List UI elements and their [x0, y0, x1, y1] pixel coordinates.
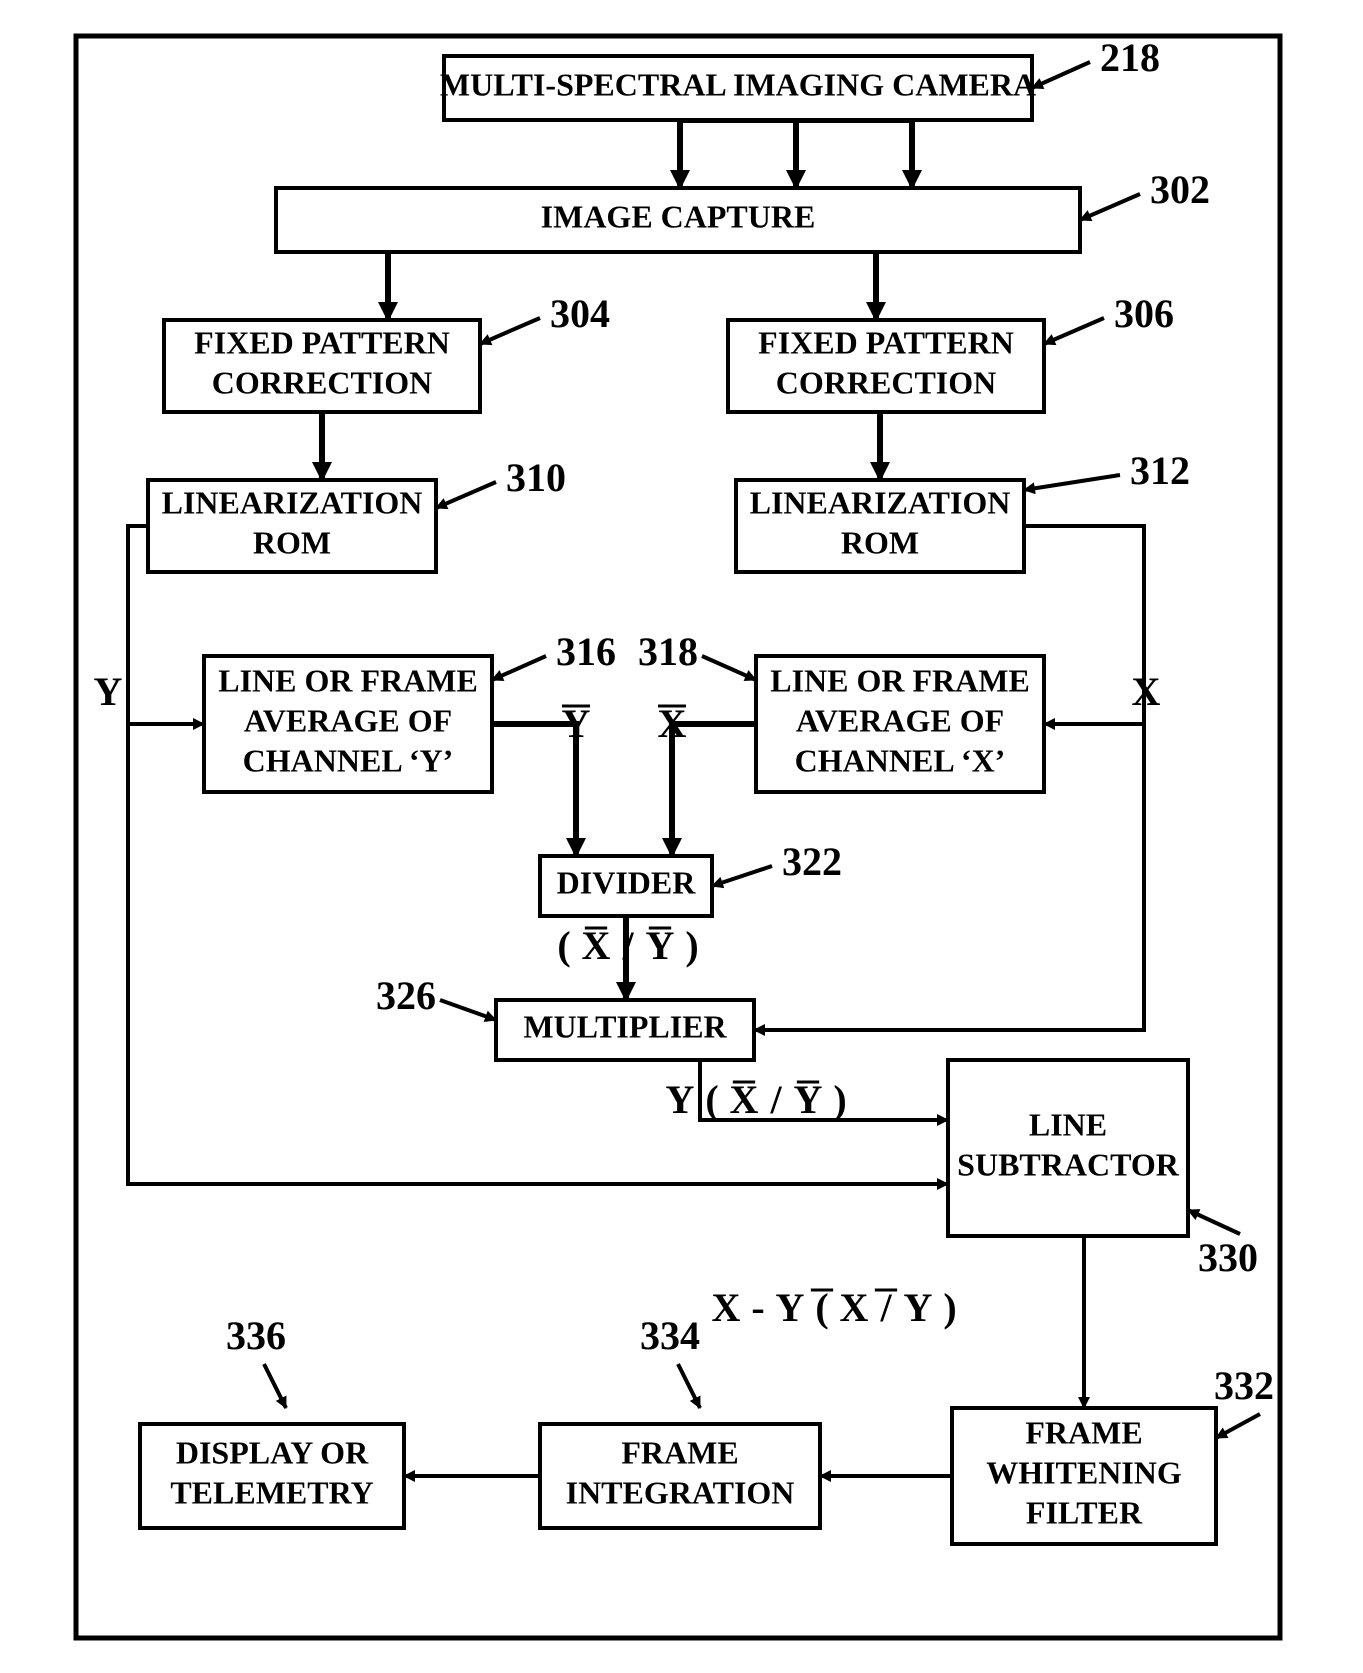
callout-num: 318 [638, 629, 698, 674]
node-label: AVERAGE OF [244, 702, 452, 738]
node-avg_x: LINE OR FRAME AVERAGE OF CHANNEL ‘X’ [756, 656, 1044, 792]
node-label: SUBTRACTOR [957, 1146, 1180, 1182]
callout-num: 326 [376, 973, 436, 1018]
varlabel-Xbar: X [658, 701, 687, 746]
outer-border [76, 36, 1280, 1638]
svg-text:(: ( [705, 1077, 718, 1122]
node-camera: MULTI-SPECTRAL IMAGING CAMERA [440, 56, 1036, 120]
callout-num: 316 [556, 629, 616, 674]
callout-num: 330 [1198, 1235, 1258, 1280]
node-label: MULTIPLIER [523, 1008, 727, 1044]
svg-text:X: X [840, 1285, 869, 1330]
node-label: ROM [253, 524, 331, 560]
node-label: ROM [841, 524, 919, 560]
svg-text:Y: Y [94, 669, 123, 714]
node-label: AVERAGE OF [796, 702, 1004, 738]
node-div: DIVIDER [540, 856, 712, 916]
callout-num: 336 [226, 1313, 286, 1358]
svg-text:X: X [730, 1077, 759, 1122]
node-label: WHITENING [986, 1454, 1182, 1490]
svg-text:Y: Y [562, 701, 591, 746]
node-label: TELEMETRY [170, 1474, 373, 1510]
svg-text:): ) [833, 1077, 846, 1122]
svg-text:X: X [712, 1285, 741, 1330]
svg-text:(: ( [557, 923, 570, 968]
node-capture: IMAGE CAPTURE [276, 188, 1080, 252]
svg-text:Y: Y [904, 1285, 933, 1330]
svg-text:/: / [879, 1285, 892, 1330]
node-label: DISPLAY OR [176, 1434, 369, 1470]
svg-text:/: / [621, 923, 634, 968]
node-fpc_r: FIXED PATTERN CORRECTION [728, 320, 1044, 412]
callout-num: 302 [1150, 167, 1210, 212]
node-label: FRAME [621, 1434, 738, 1470]
callout-num: 310 [506, 455, 566, 500]
svg-text:Y: Y [666, 1077, 695, 1122]
svg-text:X: X [658, 701, 687, 746]
callout-num: 334 [640, 1313, 700, 1358]
svg-text:(: ( [815, 1285, 828, 1330]
node-label: DIVIDER [557, 864, 697, 900]
node-fint: FRAME INTEGRATION [540, 1424, 820, 1528]
node-disp: DISPLAY OR TELEMETRY [140, 1424, 404, 1528]
svg-text:X: X [582, 923, 611, 968]
node-label: INTEGRATION [566, 1474, 795, 1510]
callout-num: 218 [1100, 35, 1160, 80]
callout-num: 304 [550, 291, 610, 336]
varlabel-X: X [1132, 669, 1161, 714]
node-mul: MULTIPLIER [496, 1000, 754, 1060]
svg-text:/: / [769, 1077, 782, 1122]
svg-text:Y: Y [794, 1077, 823, 1122]
node-label: FIXED PATTERN [194, 324, 450, 360]
node-label: LINE OR FRAME [218, 662, 478, 698]
node-label: CHANNEL ‘X’ [795, 742, 1006, 778]
node-label: LINEARIZATION [750, 484, 1011, 520]
node-fpc_l: FIXED PATTERN CORRECTION [164, 320, 480, 412]
svg-text:Y: Y [646, 923, 675, 968]
node-avg_y: LINE OR FRAME AVERAGE OF CHANNEL ‘Y’ [204, 656, 492, 792]
node-label: LINEARIZATION [162, 484, 423, 520]
node-label: FILTER [1026, 1494, 1143, 1530]
callout-num: 332 [1214, 1363, 1274, 1408]
svg-text:): ) [685, 923, 698, 968]
callout-num: 312 [1130, 448, 1190, 493]
node-lin_r: LINEARIZATION ROM [736, 480, 1024, 572]
node-label: FRAME [1025, 1414, 1142, 1450]
node-label: MULTI-SPECTRAL IMAGING CAMERA [440, 66, 1036, 102]
svg-text:): ) [943, 1285, 956, 1330]
node-lin_l: LINEARIZATION ROM [148, 480, 436, 572]
node-sub: LINE SUBTRACTOR [948, 1060, 1188, 1236]
node-fwf: FRAME WHITENING FILTER [952, 1408, 1216, 1544]
node-label: CHANNEL ‘Y’ [243, 742, 454, 778]
node-label: CORRECTION [776, 364, 996, 400]
svg-text:X: X [1132, 669, 1161, 714]
varlabel-Ybar: Y [562, 701, 591, 746]
node-label: FIXED PATTERN [758, 324, 1014, 360]
svg-text:-: - [751, 1285, 764, 1330]
node-label: LINE [1029, 1106, 1107, 1142]
varlabel-Y: Y [94, 669, 123, 714]
svg-text:Y: Y [776, 1285, 805, 1330]
callout-num: 306 [1114, 291, 1174, 336]
varlabel-YXoverY: Y(X/Y) [666, 1077, 847, 1122]
node-label: CORRECTION [212, 364, 432, 400]
callout-num: 322 [782, 839, 842, 884]
node-label: LINE OR FRAME [770, 662, 1030, 698]
node-label: IMAGE CAPTURE [541, 198, 816, 234]
